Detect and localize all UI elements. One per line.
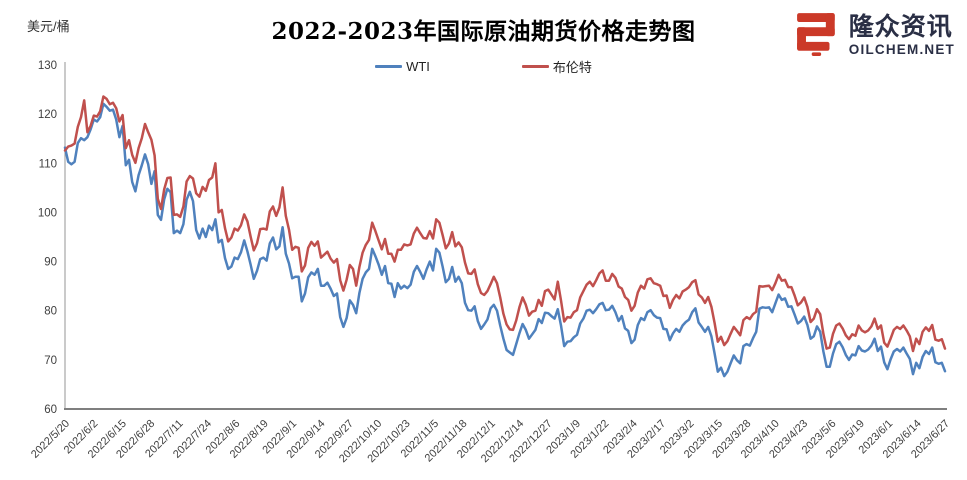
y-tick-label: 90 bbox=[44, 257, 57, 269]
y-tick-label: 110 bbox=[39, 158, 57, 170]
legend-label-brent: 布伦特 bbox=[552, 60, 592, 75]
oilchem-logo: 隆众资讯 OILCHEM.NET bbox=[794, 10, 955, 61]
wti-line-swatch bbox=[375, 65, 403, 68]
x-tick-label: 2022/5/20 bbox=[29, 418, 72, 461]
legend-item-brent: 布伦特 bbox=[521, 57, 592, 76]
brent-series-line bbox=[63, 95, 947, 353]
logo-text: 隆众资讯 OILCHEM.NET bbox=[848, 12, 955, 57]
logo-brand-name: 隆众资讯 bbox=[848, 12, 953, 41]
y-tick-label: 70 bbox=[44, 355, 57, 367]
y-tick-label: 80 bbox=[44, 306, 57, 318]
wti-series-line bbox=[63, 102, 947, 378]
logo-site-url: OILCHEM.NET bbox=[848, 41, 955, 57]
logo-mark-stroke bbox=[796, 41, 830, 51]
y-tick-label: 120 bbox=[38, 109, 57, 121]
oilchem-logo-mark-icon bbox=[794, 10, 842, 61]
y-tick-label: 60 bbox=[44, 404, 57, 416]
y-axis-unit-label: 美元/桶 bbox=[27, 19, 70, 34]
logo-mark-stroke bbox=[811, 52, 821, 56]
y-tick-label: 100 bbox=[38, 207, 57, 219]
chart-legend: WTI 布伦特 bbox=[0, 57, 967, 76]
y-tick-label: 130 bbox=[38, 60, 57, 72]
logo-mark-stroke bbox=[796, 13, 835, 23]
chart-title: 2022-2023年国际原油期货价格走势图 bbox=[271, 18, 696, 45]
logo-mark-stroke bbox=[796, 27, 835, 37]
legend-item-wti: WTI bbox=[375, 57, 430, 76]
brent-line-swatch bbox=[521, 65, 549, 68]
legend-label-wti: WTI bbox=[406, 59, 430, 74]
